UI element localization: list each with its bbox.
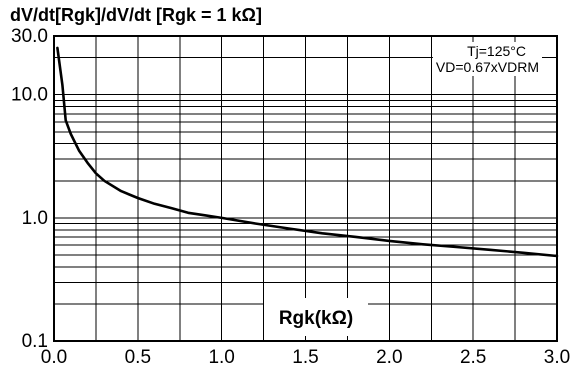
- annotation-voltage: VD=0.67xVDRM: [436, 59, 539, 75]
- x-tick-label: 0.5: [125, 347, 151, 368]
- y-tick-label: 10.0: [11, 85, 48, 106]
- x-tick-label: 2.5: [460, 347, 486, 368]
- curve-layer: [56, 46, 559, 258]
- x-tick-label: 3.0: [544, 347, 570, 368]
- x-axis-label: Rgk(kΩ): [279, 308, 353, 329]
- annotation-background: [432, 42, 542, 76]
- x-tick-label: 0.0: [41, 347, 67, 368]
- x-axis-label-group: Rgk(kΩ): [264, 298, 368, 336]
- x-axis-label-background: [264, 298, 368, 336]
- chart-title: dV/dt[Rgk]/dV/dt [Rgk = 1 kΩ]: [10, 5, 262, 25]
- y-tick-label: 30.0: [11, 26, 48, 47]
- y-tick-label: 0.1: [22, 331, 48, 352]
- annotation-layer: Tj=125°C VD=0.67xVDRM: [432, 42, 542, 76]
- x-tick-label: 1.0: [208, 347, 234, 368]
- grid: [54, 36, 557, 341]
- series-line: [56, 46, 559, 258]
- x-tick-labels: 0.0 0.5 1.0 1.5 2.0 2.5 3.0: [41, 347, 570, 368]
- plot-frame: [53, 35, 558, 342]
- y-tick-label: 1.0: [22, 208, 48, 229]
- x-tick-label: 2.0: [376, 347, 402, 368]
- y-tick-labels: 0.1 1.0 10.0 30.0: [11, 26, 48, 352]
- x-tick-label: 1.5: [292, 347, 318, 368]
- annotation-temperature: Tj=125°C: [467, 43, 526, 59]
